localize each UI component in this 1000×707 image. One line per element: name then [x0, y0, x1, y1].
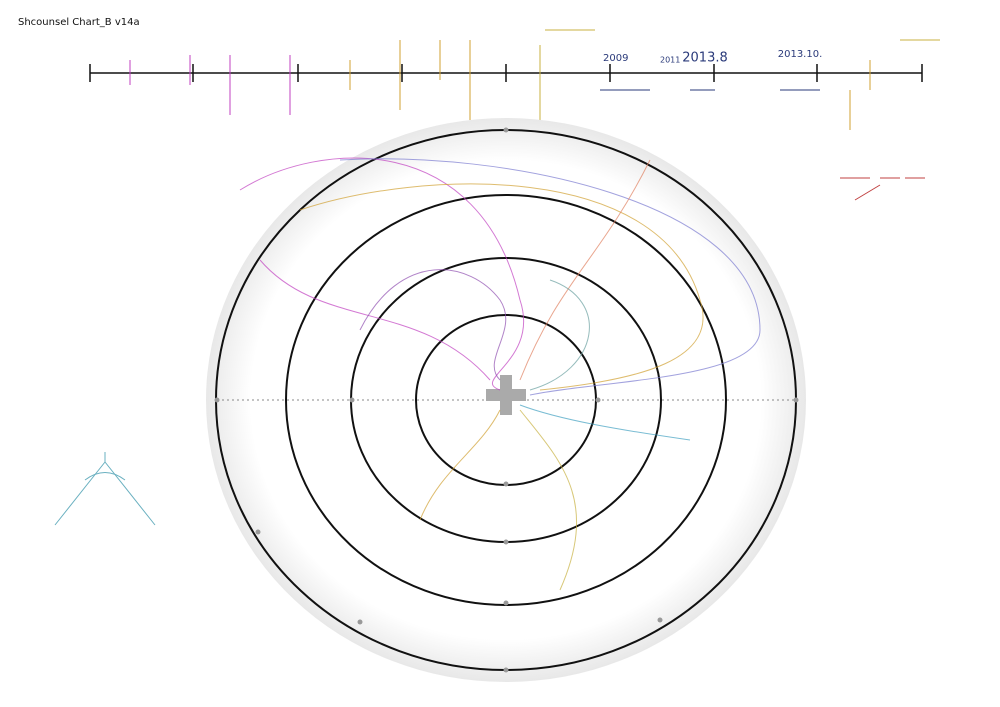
timeline-label: 2013.8	[682, 51, 728, 66]
timeline-label: 2011	[660, 56, 680, 65]
mountain-sketch	[54, 452, 156, 526]
title: Shcounsel Chart_B v14a	[18, 17, 140, 28]
timeline: 2009 2011 2013.8 2013.10.	[89, 29, 940, 130]
timeline-label: 2009	[603, 53, 628, 64]
legend-sketch	[840, 177, 925, 201]
ring-dots	[214, 127, 799, 673]
curves	[239, 157, 761, 591]
timeline-ticks	[89, 64, 923, 82]
timeline-label: 2013.10.	[778, 49, 823, 60]
timeline-scribbles	[129, 29, 940, 130]
center-cross	[486, 375, 526, 415]
